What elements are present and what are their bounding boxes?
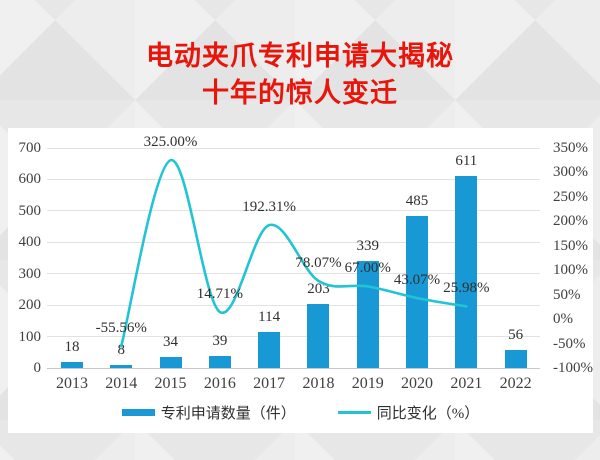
- bar: [208, 355, 231, 368]
- gridline: [47, 304, 541, 306]
- right-axis-tick: -50%: [553, 335, 586, 352]
- bar-value-label: 339: [356, 238, 380, 255]
- bar-value-label: 114: [258, 309, 281, 326]
- gridline: [47, 336, 541, 338]
- page-title-line1: 电动夹爪专利申请大揭秘: [146, 41, 454, 71]
- gridline: [47, 273, 541, 275]
- left-axis-tick: 100: [18, 328, 42, 345]
- plot-area: 0 100 200 300 400 500 600 700 350% 300% 250% 200% 15…: [8, 128, 594, 433]
- bar-value-label: 39: [212, 332, 228, 349]
- line-value-label: 25.98%: [443, 280, 490, 297]
- gridline: [47, 147, 541, 149]
- right-axis-tick: 0%: [553, 311, 573, 328]
- legend-item-line: 同比变化（%）: [337, 402, 480, 423]
- bar: [504, 350, 527, 368]
- page-title-line2: 十年的惊人变迁: [202, 78, 398, 108]
- line-value-label: 67.00%: [344, 260, 391, 277]
- bar: [455, 175, 478, 368]
- bar: [159, 357, 182, 368]
- page-title: 电动夹爪专利申请大揭秘 十年的惊人变迁: [0, 38, 600, 112]
- legend-line-label: 同比变化（%）: [376, 405, 480, 422]
- legend-bar-label: 专利申请数量（件）: [160, 405, 296, 422]
- x-axis-label: 2014: [105, 375, 138, 392]
- line-series-swatch: [337, 410, 371, 414]
- x-axis-label: 2022: [499, 375, 532, 392]
- line-value-label: 192.31%: [242, 199, 297, 216]
- gridline: [47, 241, 541, 243]
- line-value-label: -55.56%: [95, 320, 147, 337]
- x-axis-label: 2015: [154, 375, 187, 392]
- x-axis-label: 2021: [450, 375, 483, 392]
- x-axis-label: 2018: [302, 375, 335, 392]
- legend: 专利申请数量（件） 同比变化（%）: [8, 402, 593, 422]
- bar-value-label: 34: [163, 334, 179, 351]
- bar-value-label: 56: [508, 327, 524, 344]
- left-axis-tick: 0: [33, 360, 42, 376]
- bar: [60, 362, 83, 368]
- bar-value-label: 203: [307, 281, 330, 298]
- line-value-label: 325.00%: [143, 134, 198, 151]
- bar: [110, 365, 133, 368]
- bar-series-swatch: [121, 408, 155, 416]
- right-axis-tick: -100%: [553, 360, 593, 376]
- gridline: [47, 210, 541, 212]
- chart-panel: 0 100 200 300 400 500 600 700 350% 300% 250% 200% 15…: [8, 128, 593, 433]
- right-axis-tick: 300%: [553, 164, 588, 181]
- right-axis-tick: 250%: [553, 188, 588, 205]
- left-axis-tick: 200: [18, 297, 42, 314]
- x-axis-label: 2020: [401, 375, 434, 392]
- line-value-label: 78.07%: [295, 254, 342, 271]
- bar: [307, 304, 330, 368]
- left-axis-tick: 400: [18, 234, 42, 251]
- right-axis-tick: 50%: [553, 286, 581, 303]
- bar: [406, 215, 429, 368]
- right-axis-tick: 150%: [553, 237, 588, 254]
- right-axis-tick: 100%: [553, 262, 588, 279]
- bar-value-label: 485: [405, 192, 429, 209]
- bar-value-label: 611: [455, 152, 478, 169]
- trend-line-layer: [119, 158, 468, 348]
- gridline: [47, 178, 541, 180]
- x-axis-label: 2016: [203, 375, 236, 392]
- bar-value-label: 18: [64, 339, 80, 356]
- bar: [258, 332, 281, 368]
- right-axis-tick: 350%: [553, 140, 588, 156]
- line-value-label: 43.07%: [393, 272, 441, 289]
- right-axis-tick: 200%: [553, 213, 588, 230]
- left-axis-tick: 700: [18, 140, 42, 156]
- x-axis-label: 2017: [253, 375, 286, 392]
- left-axis-tick: 300: [18, 265, 42, 282]
- legend-item-bars: 专利申请数量（件）: [121, 402, 296, 423]
- x-axis-line: [47, 367, 541, 369]
- line-value-label: 14.71%: [196, 285, 243, 302]
- trend-line: [119, 158, 468, 348]
- x-axis-label: 2019: [351, 375, 384, 392]
- left-axis-tick: 500: [18, 202, 42, 219]
- x-axis-label: 2013: [55, 375, 88, 392]
- bar-value-label: 8: [117, 342, 126, 359]
- left-axis-tick: 600: [18, 171, 42, 188]
